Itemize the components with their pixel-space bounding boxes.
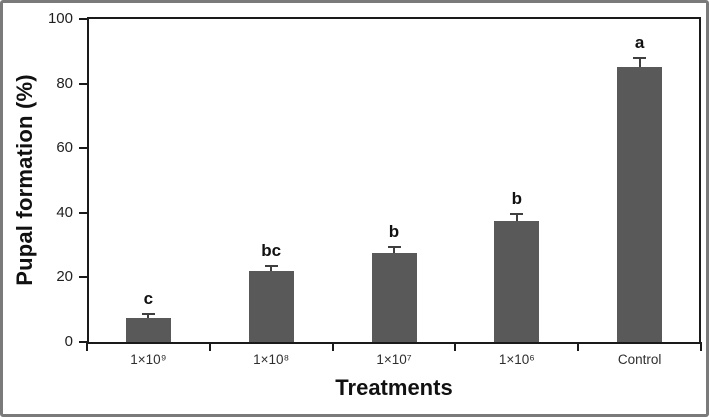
y-tick [79, 82, 89, 85]
x-tick [700, 342, 702, 351]
y-tick-label: 0 [64, 333, 73, 350]
bar [125, 317, 171, 342]
error-bar-whisker [147, 313, 150, 318]
y-tick-label: 20 [56, 268, 73, 286]
bar [617, 67, 663, 342]
x-category-label: 1×10⁷ [376, 352, 412, 367]
x-tick [331, 342, 334, 351]
x-axis-title: Treatments [335, 375, 453, 400]
x-tick [208, 342, 211, 351]
error-bar-whisker [393, 247, 395, 254]
y-tick-label: 40 [56, 203, 73, 221]
y-tick [79, 341, 89, 343]
significance-letter: b [511, 188, 522, 208]
significance-letter: b [388, 222, 400, 242]
x-category-label: 1×10⁹ [130, 352, 167, 367]
x-category-label: 1×10⁶ [498, 352, 535, 367]
x-category-label: Control [617, 352, 662, 367]
error-bar-whisker [270, 265, 273, 271]
error-bar-cap [141, 312, 155, 315]
error-bar-cap [264, 264, 278, 267]
x-tick [577, 342, 580, 351]
y-axis-title: Pupal formation (%) [12, 74, 37, 286]
x-category-label: 1×10⁸ [253, 352, 290, 367]
x-tick [454, 342, 457, 351]
error-bar-whisker [638, 57, 641, 68]
y-tick-label: 80 [56, 74, 73, 92]
y-tick [79, 18, 89, 20]
y-tick-label: 100 [47, 10, 73, 27]
y-tick [79, 211, 89, 214]
plot-area [87, 17, 701, 344]
significance-letter: a [634, 32, 645, 52]
y-tick-label: 60 [56, 139, 73, 157]
error-bar-whisker [515, 213, 518, 221]
bar [371, 253, 417, 342]
bar [248, 270, 294, 342]
bar [494, 220, 540, 342]
y-tick [79, 276, 89, 279]
error-bar-cap [633, 56, 647, 59]
error-bar-cap [510, 212, 524, 215]
significance-letter: bc [261, 240, 282, 260]
significance-letter: c [143, 288, 154, 308]
error-bar-cap [387, 246, 401, 249]
x-tick [86, 342, 88, 351]
y-tick [79, 147, 89, 150]
